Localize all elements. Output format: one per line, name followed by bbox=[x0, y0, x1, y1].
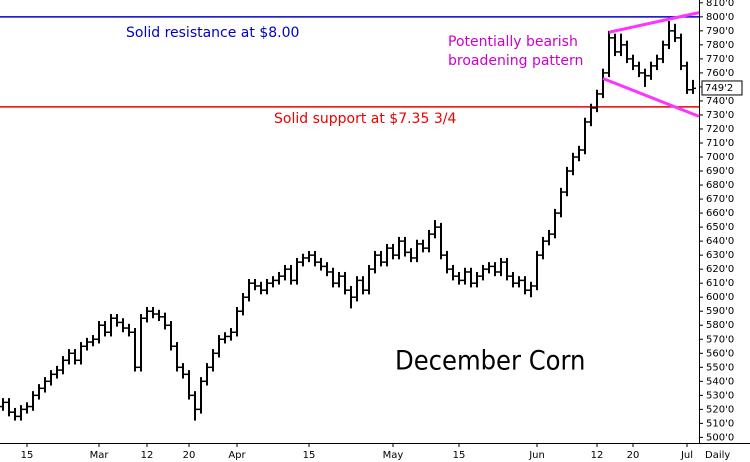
x-tick-label: 20 bbox=[627, 450, 640, 461]
y-tick-label: 710'0 bbox=[706, 138, 734, 149]
y-tick-label: 680'0 bbox=[706, 180, 734, 191]
x-axis-label: Daily bbox=[705, 450, 730, 461]
y-tick-label: 600'0 bbox=[706, 292, 734, 303]
y-tick-label: 730'0 bbox=[706, 110, 734, 121]
x-tick-label: Mar bbox=[90, 450, 110, 461]
y-tick-label: 590'0 bbox=[706, 306, 734, 317]
y-tick-label: 640'0 bbox=[706, 236, 734, 247]
x-tick-label: Jul bbox=[680, 450, 693, 461]
y-tick-label: 550'0 bbox=[706, 362, 734, 373]
x-tick-label: 15 bbox=[453, 450, 466, 461]
y-tick-label: 660'0 bbox=[706, 208, 734, 219]
y-tick-label: 630'0 bbox=[706, 250, 734, 261]
x-tick-label: May bbox=[383, 450, 404, 461]
chart-title: December Corn bbox=[395, 346, 585, 377]
y-tick-label: 800'0 bbox=[706, 12, 734, 23]
y-tick-label: 690'0 bbox=[706, 166, 734, 177]
y-tick-label: 650'0 bbox=[706, 222, 734, 233]
y-tick-label: 760'0 bbox=[706, 68, 734, 79]
y-tick-label: 520'0 bbox=[706, 404, 734, 415]
y-tick-label: 510'0 bbox=[706, 418, 734, 429]
x-tick-label: 20 bbox=[183, 450, 196, 461]
y-tick-label: 780'0 bbox=[706, 40, 734, 51]
x-tick-label: 15 bbox=[21, 450, 34, 461]
trend-line bbox=[608, 11, 700, 34]
y-tick-label: 570'0 bbox=[706, 334, 734, 345]
y-tick-label: 540'0 bbox=[706, 376, 734, 387]
x-tick-label: 15 bbox=[303, 450, 316, 461]
y-tick-label: 770'0 bbox=[706, 54, 734, 65]
x-tick-label: 12 bbox=[591, 450, 604, 461]
y-tick-label: 720'0 bbox=[706, 124, 734, 135]
resistance-label: Solid resistance at $8.00 bbox=[126, 25, 299, 41]
annotation: broadening pattern bbox=[448, 53, 583, 69]
y-tick-label: 580'0 bbox=[706, 320, 734, 331]
last-price-box bbox=[701, 80, 743, 96]
annotation: Potentially bearish bbox=[448, 34, 578, 50]
y-tick-label: 790'0 bbox=[706, 26, 734, 37]
y-tick-label: 610'0 bbox=[706, 278, 734, 289]
x-tick-label: Jun bbox=[528, 450, 545, 461]
y-tick-label: 500'0 bbox=[706, 432, 734, 443]
y-tick-label: 810'0 bbox=[706, 0, 734, 9]
y-tick-label: 620'0 bbox=[706, 264, 734, 275]
y-tick-label: 530'0 bbox=[706, 390, 734, 401]
last-price-label: 749'2 bbox=[705, 83, 733, 94]
x-tick-label: Apr bbox=[228, 450, 246, 461]
trend-line bbox=[602, 77, 700, 118]
support-label: Solid support at $7.35 3/4 bbox=[274, 111, 456, 127]
x-tick-label: 12 bbox=[141, 450, 154, 461]
y-tick-label: 670'0 bbox=[706, 194, 734, 205]
y-tick-label: 740'0 bbox=[706, 96, 734, 107]
y-tick-label: 700'0 bbox=[706, 152, 734, 163]
y-tick-label: 560'0 bbox=[706, 348, 734, 359]
